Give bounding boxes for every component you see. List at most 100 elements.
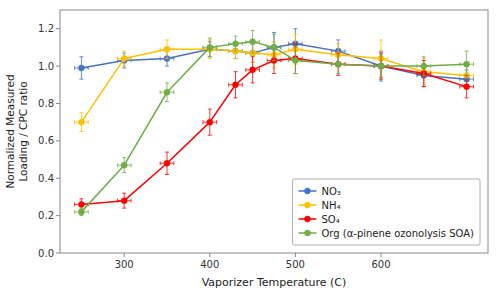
x-error-bar [203,120,217,124]
legend-item: Org (α-pinene ozonolysis SOA) [298,228,474,239]
x-tick [295,253,296,257]
x-tick-label: 300 [115,259,134,270]
y-error-bar [379,55,383,77]
data-point [464,61,470,67]
x-error-bar [246,68,260,72]
data-point [121,56,127,62]
x-error-bar [160,161,174,165]
y-tick [56,178,60,179]
y-error-bar [208,109,212,135]
y-error-bar [293,44,297,74]
y-error-bar [122,193,126,208]
x-axis-label: Vaporizer Temperature (C) [202,276,347,289]
data-point [78,201,84,207]
data-point [232,41,238,47]
x-tick-label: 500 [286,259,305,270]
y-error-bar [165,40,169,59]
y-tick [56,66,60,67]
legend-marker [304,188,310,194]
x-error-bar [160,47,174,51]
x-error-bar [117,199,131,203]
x-tick [381,253,382,257]
y-tick [56,103,60,104]
y-error-bar [293,47,297,73]
y-error-bar [336,55,340,74]
legend-marker [304,230,310,236]
x-error-bar [289,58,303,62]
y-tick [56,253,60,254]
x-error-bar [331,62,345,66]
x-error-bar [331,62,345,66]
data-point [207,44,213,50]
x-error-bar [267,45,281,49]
legend-marker [304,202,310,208]
x-error-bar [229,83,243,87]
y-tick-label: 1.2 [38,23,54,34]
data-point [421,63,427,69]
series [75,34,474,131]
data-point [378,63,384,69]
series-line [81,44,466,80]
data-point [78,119,84,125]
y-error-bar [165,152,169,174]
y-error-bar [379,51,383,81]
data-point [121,162,127,168]
y-tick-label: 0.2 [38,210,54,221]
y-error-bar [465,75,469,97]
y-error-bar [251,57,255,83]
legend-item: NO₃ [298,186,340,197]
x-error-bar [117,57,131,61]
data-point [271,44,277,50]
plot-frame [60,10,488,253]
y-error-bar [272,34,276,60]
y-error-bar [79,208,83,215]
data-point [335,61,341,67]
y-error-bar [465,51,469,77]
data-point [250,67,256,73]
data-point [271,44,277,50]
y-tick [56,215,60,216]
y-error-bar [122,51,126,66]
x-error-bar [374,64,388,68]
y-error-bar [208,38,212,57]
data-point [207,119,213,125]
y-tick [56,28,60,29]
y-tick-label: 1.0 [38,61,54,72]
x-tick-label: 600 [371,259,390,270]
x-error-bar [460,62,474,66]
y-error-bar [79,57,83,79]
y-error-bar [422,57,426,76]
chart-container: 0.00.20.40.60.81.01.2300400500600Vaporiz… [0,0,500,293]
y-tick-label: 0.0 [38,248,54,259]
legend-item: NH₄ [298,200,340,211]
y-tick-label: 0.6 [38,135,54,146]
data-point [78,65,84,71]
x-error-bar [374,64,388,68]
legend-label: NO₃ [321,186,340,197]
x-error-bar [117,163,131,167]
data-point [78,209,84,215]
data-point [250,39,256,45]
y-axis-label-line: Loading / CPC ratio [17,81,29,181]
y-tick-label: 0.8 [38,98,54,109]
legend-box [292,179,480,245]
y-error-bar [79,113,83,132]
legend-marker [304,216,310,222]
y-error-bar [379,40,383,77]
x-error-bar [75,66,89,70]
y-axis-label: Normalized MeasuredLoading / CPC ratio [4,74,29,188]
y-tick-label: 0.4 [38,173,54,184]
legend-label: NH₄ [321,200,340,211]
x-error-bar [75,210,89,214]
x-error-bar [75,120,89,124]
x-error-bar [203,45,217,49]
x-error-bar [229,42,243,46]
data-point [232,82,238,88]
x-error-bar [246,40,260,44]
x-error-bar [460,85,474,89]
legend-label: SO₄ [321,214,339,225]
data-point [464,84,470,90]
y-error-bar [233,72,237,98]
x-error-bar [417,64,431,68]
data-point [164,160,170,166]
